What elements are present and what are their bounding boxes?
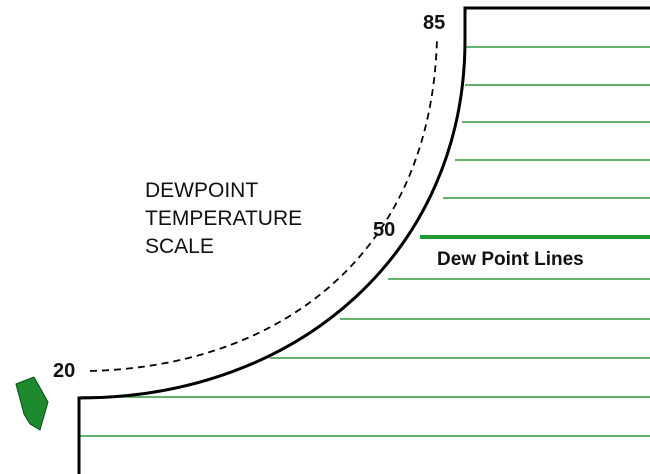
saturation-curve xyxy=(77,6,650,474)
lines-label: Dew Point Lines xyxy=(437,249,584,270)
dew-point-lines xyxy=(80,46,650,437)
scale-label: 20 xyxy=(53,360,75,382)
scale-label: 50 xyxy=(373,219,395,241)
scale-title: TEMPERATURE xyxy=(145,207,302,230)
dewpoint-scale xyxy=(89,37,438,372)
pointer-arrow xyxy=(15,376,49,431)
scale-label: 85 xyxy=(423,12,445,34)
scale-title: DEWPOINT xyxy=(145,179,258,202)
scale-title: SCALE xyxy=(145,235,214,258)
